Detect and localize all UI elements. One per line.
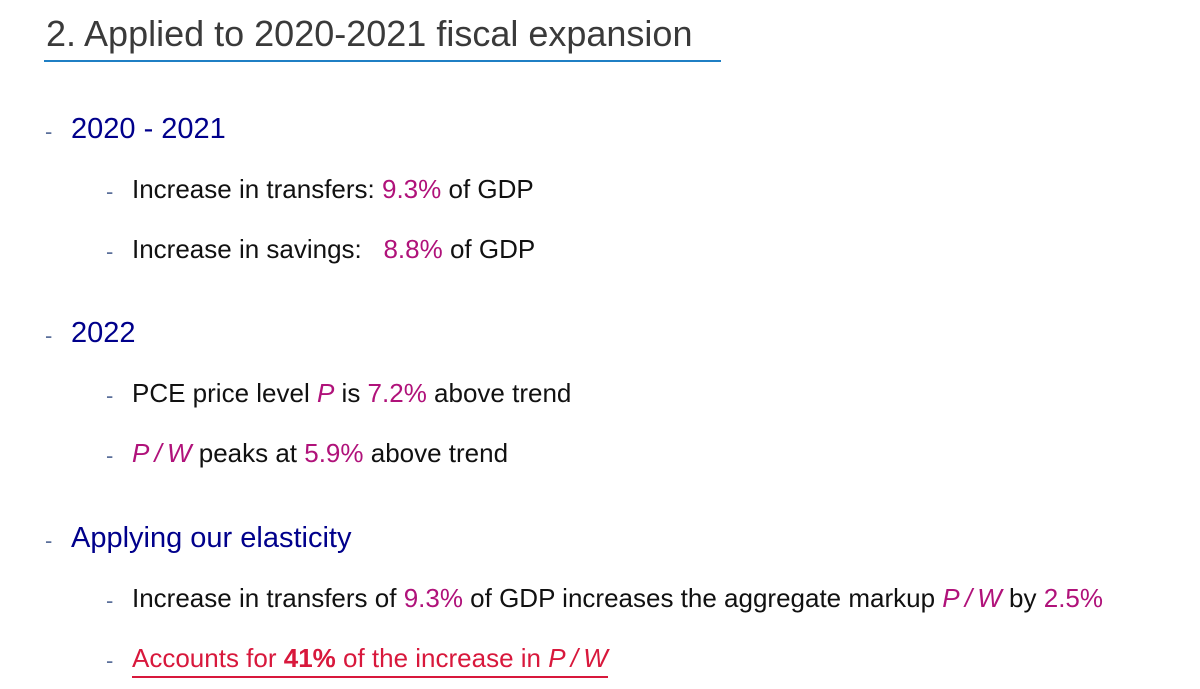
text: by	[1001, 583, 1044, 613]
bullet-dash: -	[45, 119, 53, 144]
value-highlight: 7.2%	[367, 378, 427, 408]
value-bold: 41%	[283, 643, 336, 673]
section-heading-2022: 2022	[71, 317, 136, 349]
title-underline	[44, 60, 721, 62]
bullet-accounts: Accounts for 41% of the increase in P / …	[132, 643, 608, 678]
bullet-savings: Increase in savings: 8.8% of GDP	[132, 234, 535, 265]
value-highlight: 2.5%	[1043, 583, 1103, 613]
section-heading-elasticity: Applying our elasticity	[71, 522, 352, 554]
text: Increase in transfers of	[132, 583, 404, 613]
math-var: P / W	[132, 438, 192, 468]
math-var: P / W	[548, 643, 608, 673]
text: peaks at	[191, 438, 305, 468]
text: of the increase in	[335, 643, 549, 673]
value-highlight: 5.9%	[304, 438, 364, 468]
value-highlight: 9.3%	[403, 583, 463, 613]
math-var: P	[316, 378, 335, 408]
bullet-markup: Increase in transfers of 9.3% of GDP inc…	[132, 583, 1103, 614]
value-highlight: 9.3%	[382, 174, 442, 204]
text: above trend	[363, 438, 509, 468]
text: Increase in savings:	[132, 234, 384, 264]
bullet-dash: -	[106, 648, 114, 673]
bullet-dash: -	[106, 239, 114, 264]
bullet-dash: -	[106, 588, 114, 613]
slide-title: 2. Applied to 2020-2021 fiscal expansion	[46, 13, 693, 54]
bullet-dash: -	[106, 383, 114, 408]
bullet-dash: -	[106, 443, 114, 468]
text: of GDP	[442, 234, 536, 264]
text: PCE price level	[132, 378, 317, 408]
bullet-transfers: Increase in transfers: 9.3% of GDP	[132, 174, 534, 205]
text: of GDP increases the aggregate markup	[462, 583, 943, 613]
bullet-dash: -	[45, 528, 53, 553]
section-heading-2020-2021: 2020 - 2021	[71, 113, 226, 145]
text: is	[334, 378, 368, 408]
text: of GDP	[441, 174, 534, 204]
text: Increase in transfers:	[132, 174, 382, 204]
math-var: P / W	[942, 583, 1002, 613]
value-highlight: 8.8%	[383, 234, 443, 264]
text: Accounts for	[132, 643, 284, 673]
bullet-dash: -	[106, 179, 114, 204]
text: above trend	[426, 378, 572, 408]
bullet-pce: PCE price level P is 7.2% above trend	[132, 378, 571, 409]
bullet-dash: -	[45, 323, 53, 348]
bullet-pw-peak: P / W peaks at 5.9% above trend	[132, 438, 508, 469]
